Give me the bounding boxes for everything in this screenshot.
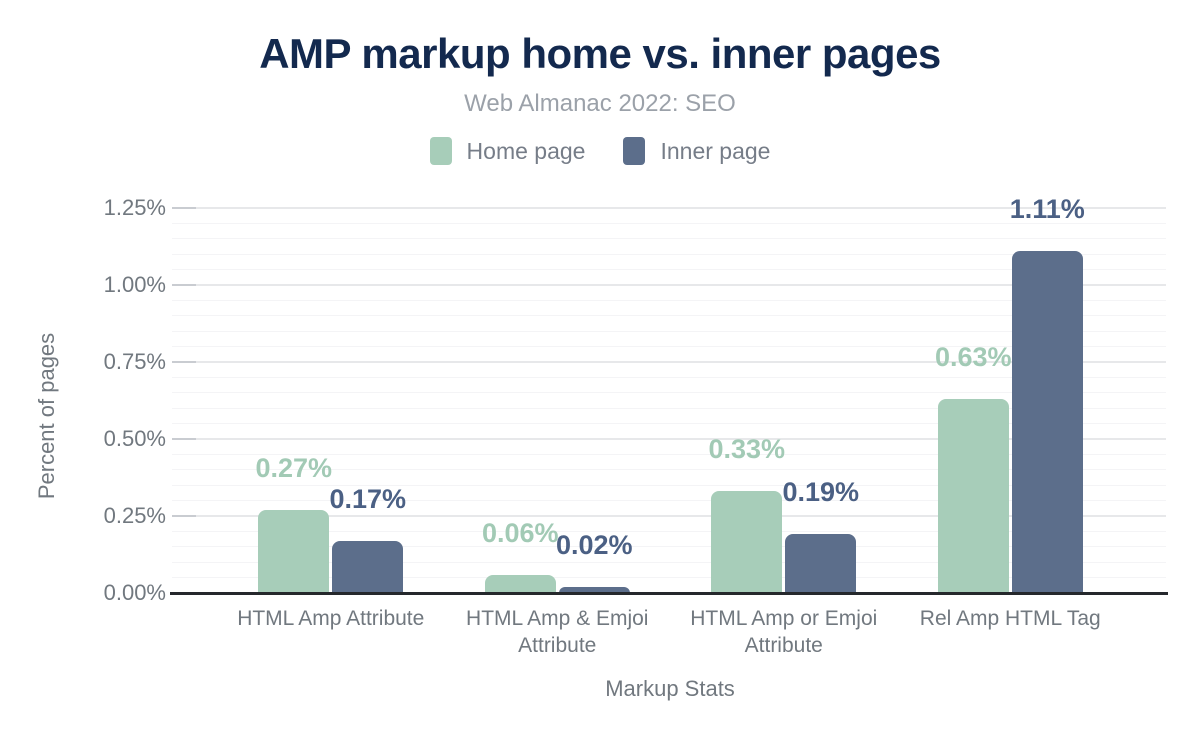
x-axis-title: Markup Stats xyxy=(605,676,735,701)
y-tick-label: 0.00% xyxy=(103,580,166,605)
bar-value-label: 0.02% xyxy=(555,530,633,560)
y-tick-mark xyxy=(172,207,196,209)
gridline-minor xyxy=(172,530,1166,532)
gridline-minor xyxy=(172,453,1166,455)
gridline-major xyxy=(172,438,1166,440)
gridline-minor xyxy=(172,376,1166,378)
bar-value-label: 0.17% xyxy=(329,484,407,514)
y-tick-mark xyxy=(172,284,196,286)
y-tick-mark xyxy=(172,438,196,440)
bar-value-label: 1.11% xyxy=(1009,194,1085,224)
bar-value-label: 0.27% xyxy=(255,453,333,483)
gridline-minor xyxy=(172,238,1166,240)
bar-value-label: 0.33% xyxy=(708,434,786,464)
x-category-label: HTML Amp Attribute xyxy=(237,607,425,630)
gridline-major xyxy=(172,361,1166,363)
y-tick-label: 1.25% xyxy=(103,195,166,220)
y-tick-label: 0.75% xyxy=(103,349,166,374)
gridline-minor xyxy=(172,222,1166,224)
bar-home-page xyxy=(484,575,556,593)
gridline-major xyxy=(172,515,1166,517)
legend-label-inner-page: Inner page xyxy=(660,137,771,164)
gridline-minor xyxy=(172,269,1166,271)
y-tick-label: 0.50% xyxy=(103,426,166,451)
bar-inner-page xyxy=(332,541,404,593)
bar-inner-page xyxy=(558,587,630,593)
gridline-minor xyxy=(172,392,1166,394)
bar-home-page xyxy=(258,510,330,593)
x-category-label: Rel Amp HTML Tag xyxy=(919,607,1101,630)
y-tick-label: 1.00% xyxy=(103,272,166,297)
legend: Home page Inner page xyxy=(0,137,1200,165)
chart-title: AMP markup home vs. inner pages xyxy=(259,30,941,77)
legend-label-home-page: Home page xyxy=(466,137,586,164)
y-tick-mark xyxy=(172,515,196,517)
gridline-minor xyxy=(172,561,1166,563)
x-category-label: HTML Amp & Emjoi Attribute xyxy=(466,607,649,657)
chart-subtitle: Web Almanac 2022: SEO xyxy=(464,90,736,117)
bar-value-label: 0.19% xyxy=(782,477,860,507)
gridline-minor xyxy=(172,330,1166,332)
bar-value-label: 0.63% xyxy=(934,342,1012,372)
y-tick-label: 0.25% xyxy=(103,503,166,528)
x-category-label: HTML Amp or Emjoi Attribute xyxy=(690,607,878,657)
gridline-minor xyxy=(172,315,1166,317)
gridline-minor xyxy=(172,484,1166,486)
gridline-minor xyxy=(172,407,1166,409)
gridline-minor xyxy=(172,253,1166,255)
gridline-minor xyxy=(172,546,1166,548)
gridline-major xyxy=(172,284,1166,286)
gridline-minor xyxy=(172,299,1166,301)
home-page-swatch-icon xyxy=(429,137,452,165)
gridline-minor xyxy=(172,500,1166,502)
gridline-minor xyxy=(172,469,1166,471)
bar-inner-page xyxy=(1011,251,1083,593)
x-axis-line xyxy=(170,592,1168,595)
bar-home-page xyxy=(937,399,1009,593)
gridline-minor xyxy=(172,423,1166,425)
legend-item-inner-page: Inner page xyxy=(623,137,770,165)
gridline-minor xyxy=(172,577,1166,579)
gridline-major xyxy=(172,207,1166,209)
bar-home-page xyxy=(711,491,783,593)
legend-item-home-page: Home page xyxy=(429,137,586,165)
gridline-minor xyxy=(172,346,1166,348)
bar-inner-page xyxy=(785,534,857,593)
y-tick-mark xyxy=(172,361,196,363)
bar-value-label: 0.06% xyxy=(481,518,559,548)
inner-page-swatch-icon xyxy=(623,137,646,165)
